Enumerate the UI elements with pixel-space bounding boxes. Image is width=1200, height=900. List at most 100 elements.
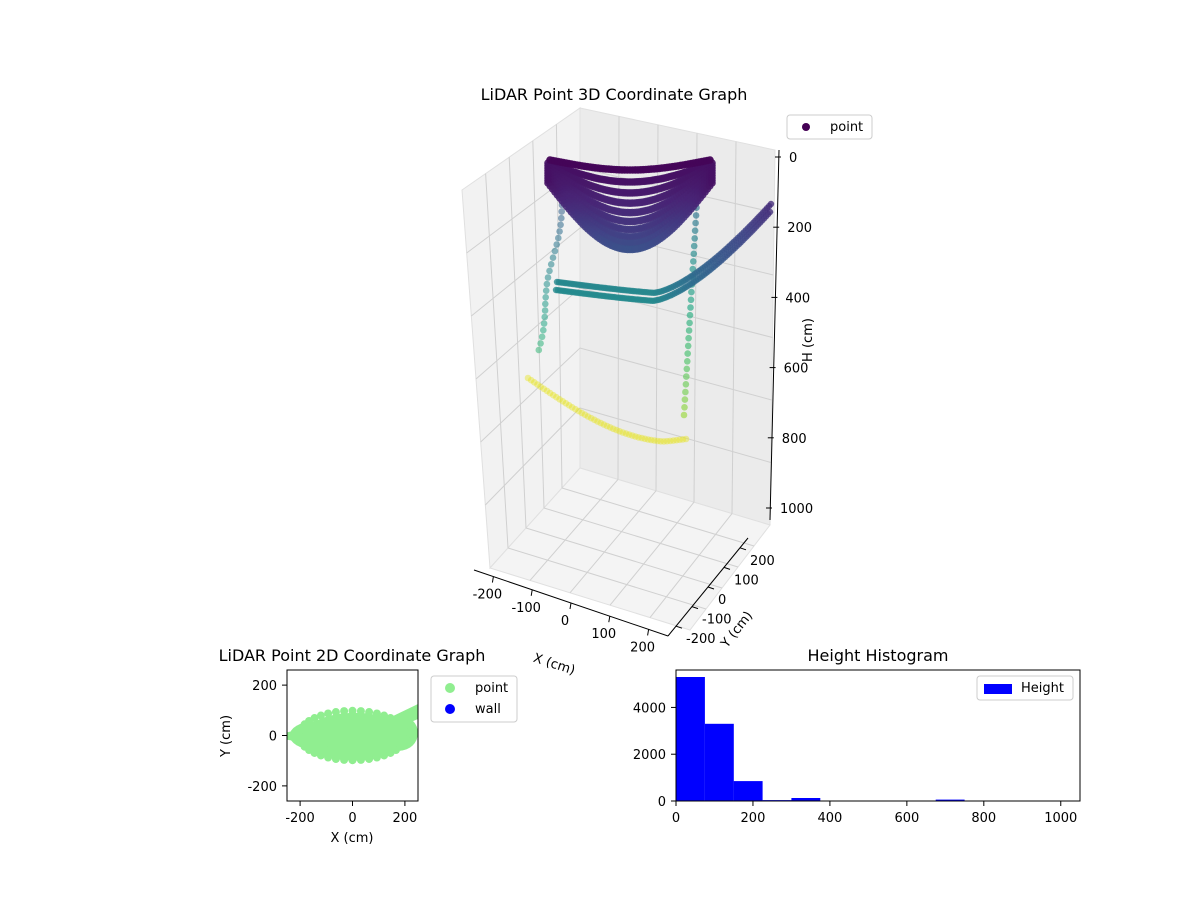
data-point (591, 416, 598, 424)
data-point (683, 373, 690, 380)
z-tick-label: 1000 (780, 502, 813, 517)
x-tick-label-2d: 200 (392, 811, 417, 826)
data-point (687, 304, 694, 311)
data-point (685, 334, 692, 342)
data-point (684, 350, 691, 357)
data-point (682, 388, 689, 396)
legend-histogram-swatch (984, 684, 1012, 694)
data-point (556, 228, 563, 235)
data-point (540, 320, 548, 327)
data-point (549, 254, 557, 261)
data-point (551, 247, 559, 255)
y-tick-mark (675, 625, 683, 629)
data-point (682, 381, 690, 388)
data-point (546, 389, 554, 397)
data-point (340, 707, 349, 716)
ticks-3d: 02004006008001000-200-1000100200-200-100… (473, 151, 813, 655)
x-tick-label: -200 (473, 588, 503, 603)
points-3d (524, 156, 775, 445)
data-point (540, 326, 547, 334)
histogram-bar (676, 677, 705, 801)
data-point (647, 436, 655, 444)
data-point (684, 342, 692, 350)
data-point (638, 434, 646, 442)
axes-histogram-frame (675, 669, 1081, 802)
data-point (542, 294, 549, 301)
z-tick-label: 0 (789, 151, 797, 166)
data-point (692, 219, 699, 227)
x-tick-label-hist: 600 (894, 811, 919, 826)
data-point (556, 396, 563, 403)
data-point (584, 413, 592, 420)
legend-2d-marker-wall (445, 704, 455, 714)
data-point (641, 435, 649, 443)
data-point (324, 709, 333, 718)
data-point (663, 437, 671, 445)
ticks-2d: -200 0 200 -200 0 200 (247, 679, 417, 826)
data-point (550, 391, 557, 399)
data-point (610, 425, 617, 433)
data-point (562, 400, 570, 407)
data-point (692, 212, 700, 219)
data-point (670, 437, 677, 444)
data-point (684, 358, 691, 365)
x-tick-label-2d: 0 (348, 811, 356, 826)
data-point (690, 250, 698, 258)
data-point (766, 208, 774, 216)
y-tick-label: 0 (718, 593, 726, 608)
data-point (547, 261, 555, 268)
legend-2d-marker-point (445, 683, 455, 693)
data-point (365, 708, 374, 717)
legend-3d: point (786, 114, 873, 140)
grid-line (480, 347, 772, 443)
data-point (635, 434, 642, 441)
data-point (679, 436, 687, 443)
grid-line (525, 527, 723, 589)
data-point (578, 409, 585, 417)
y-tick-mark (739, 547, 747, 551)
legend-2d: point wall (430, 675, 518, 723)
grid-line (569, 490, 657, 594)
y-tick-label-2d: -200 (247, 780, 277, 795)
data-point (356, 707, 365, 716)
z-tick-label: 400 (785, 291, 810, 306)
legend-3d-frame (786, 114, 873, 140)
data-point (316, 751, 325, 760)
histogram-bars (676, 677, 965, 801)
data-point (651, 437, 658, 444)
data-point (686, 311, 694, 319)
x-axis-label-3d: X (cm) (531, 651, 577, 679)
data-point (629, 432, 636, 439)
histogram-bar (791, 798, 821, 801)
data-point (575, 407, 582, 415)
x-tick-label: 0 (561, 614, 569, 629)
data-point (594, 418, 601, 425)
data-point (559, 398, 567, 405)
scatter-2d-points (287, 704, 418, 765)
y-tick-label: 100 (734, 573, 759, 588)
data-point (542, 287, 550, 295)
data-point (331, 708, 340, 717)
data-point (690, 258, 697, 265)
data-point (331, 754, 340, 763)
data-point (619, 429, 627, 436)
y-tick-label: 200 (750, 554, 775, 569)
data-point (680, 411, 688, 419)
data-point (676, 436, 683, 444)
data-point (558, 208, 565, 215)
x-tick-label: 100 (591, 627, 616, 642)
data-point (553, 393, 560, 401)
y-tick-label-2d: 200 (252, 679, 277, 694)
data-point (685, 327, 693, 334)
grid-line (484, 407, 771, 506)
data-point (534, 381, 541, 388)
data-point (625, 431, 633, 438)
data-point (365, 754, 374, 763)
y-axis-label-2d: Y (cm) (219, 715, 234, 758)
data-point (644, 436, 652, 443)
data-point (581, 411, 589, 419)
data-point (538, 333, 546, 341)
data-point (324, 753, 333, 762)
chart-2d: LiDAR Point 2D Coordinate Graph -200 0 200… (219, 646, 518, 846)
data-point (603, 422, 611, 430)
